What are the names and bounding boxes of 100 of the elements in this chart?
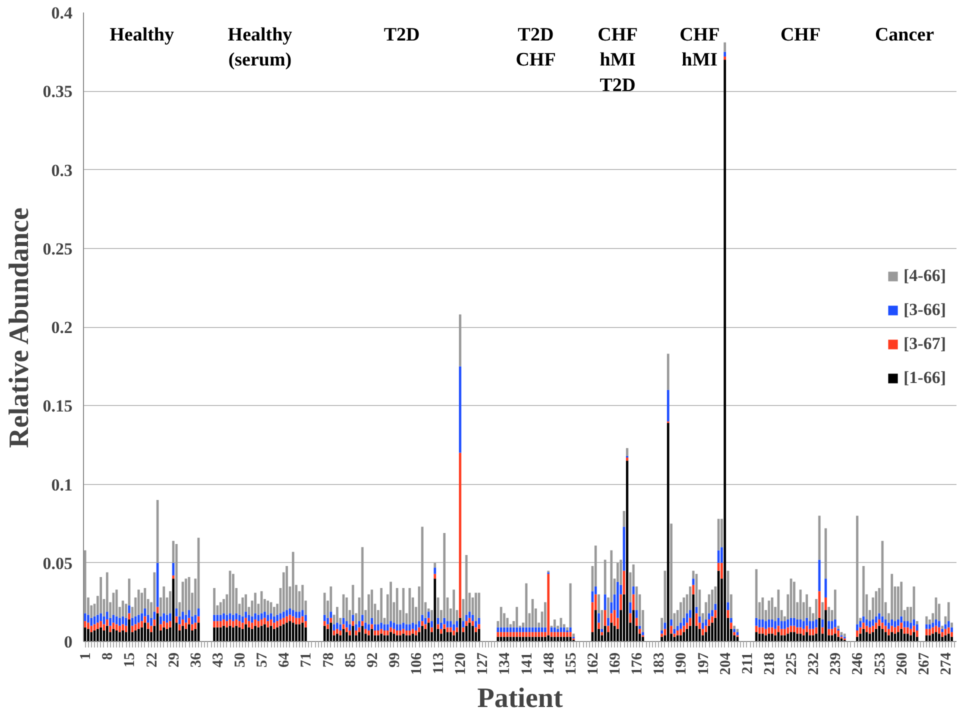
- bar: [272, 616, 276, 623]
- bar: [128, 619, 130, 642]
- bar: [96, 614, 99, 623]
- bar: [837, 626, 840, 629]
- x-tick-label: 183: [652, 652, 668, 675]
- bar: [257, 614, 260, 622]
- x-tick-label: 267: [916, 652, 932, 675]
- annotation: CHF hMI: [680, 24, 720, 71]
- bar: [298, 624, 301, 642]
- bar: [292, 552, 294, 610]
- x-tick-label: 22: [144, 652, 160, 668]
- bar: [472, 621, 474, 626]
- bar: [292, 622, 294, 642]
- bar: [818, 560, 821, 592]
- bar: [938, 621, 940, 628]
- bar: [626, 460, 628, 642]
- x-tick-label: 176: [630, 652, 646, 675]
- bar: [500, 606, 502, 628]
- bar: [364, 622, 367, 629]
- bar: [282, 612, 285, 618]
- bar: [96, 628, 99, 642]
- bar: [122, 624, 124, 630]
- bar: [928, 635, 931, 642]
- bar: [266, 600, 270, 615]
- bar: [408, 588, 411, 624]
- bar: [764, 635, 768, 642]
- bar: [818, 618, 821, 642]
- bar: [834, 634, 836, 642]
- bar: [730, 622, 732, 629]
- bar: [828, 621, 830, 629]
- bar: [254, 619, 256, 626]
- bar: [890, 632, 894, 642]
- bar: [90, 618, 93, 626]
- bar: [396, 635, 398, 642]
- bar: [336, 622, 338, 629]
- bar: [326, 624, 329, 629]
- bar: [168, 613, 172, 622]
- bar: [868, 627, 872, 634]
- bar: [361, 621, 364, 626]
- bar: [160, 616, 162, 624]
- x-tick-label: 169: [608, 652, 624, 675]
- bar: [818, 516, 821, 560]
- bar: [232, 614, 234, 622]
- bar: [150, 626, 152, 632]
- bar: [390, 627, 392, 632]
- bar: [402, 622, 405, 629]
- bar: [191, 624, 194, 630]
- bar: [458, 366, 462, 453]
- bar: [692, 594, 695, 642]
- bar: [553, 619, 556, 628]
- bar: [884, 619, 887, 626]
- bar: [184, 578, 188, 615]
- bar: [874, 628, 878, 642]
- bar: [616, 582, 619, 618]
- y-tick-label: 0.3: [51, 160, 72, 180]
- bar: [380, 634, 383, 642]
- bar: [874, 616, 878, 623]
- bar: [932, 634, 934, 642]
- bar: [506, 632, 509, 637]
- bar: [282, 618, 285, 624]
- bar: [708, 626, 710, 642]
- bar: [336, 634, 338, 642]
- bar: [720, 562, 723, 579]
- bar: [610, 613, 613, 623]
- x-tick-label: 50: [232, 652, 249, 668]
- bar: [472, 626, 474, 642]
- bar: [434, 568, 436, 574]
- bar: [295, 612, 298, 618]
- bar: [786, 627, 790, 634]
- bar: [786, 634, 790, 642]
- bar: [834, 590, 836, 620]
- bar: [254, 592, 256, 614]
- bar: [538, 632, 540, 637]
- bar: [345, 632, 348, 642]
- bar: [468, 618, 471, 623]
- bar: [910, 622, 912, 629]
- annotation: Healthy: [110, 24, 174, 46]
- bar: [122, 616, 124, 624]
- bar: [865, 632, 868, 642]
- bar: [188, 624, 190, 642]
- annotation: T2D CHF: [516, 24, 556, 71]
- bar: [610, 622, 613, 642]
- x-tick-label: 85: [342, 652, 359, 668]
- bar: [336, 628, 338, 634]
- bar: [512, 632, 515, 637]
- bar: [380, 622, 383, 629]
- bar: [676, 626, 679, 630]
- bar: [884, 626, 887, 632]
- bar: [566, 627, 568, 630]
- bar: [720, 547, 723, 563]
- bar: [604, 560, 606, 594]
- bar: [250, 616, 254, 623]
- bar: [784, 635, 786, 642]
- bar: [430, 610, 433, 622]
- bar: [856, 516, 858, 624]
- x-tick-label: 120: [453, 652, 470, 675]
- bar: [629, 602, 632, 614]
- bar: [115, 630, 118, 642]
- y-tick-label: 0.25: [42, 239, 72, 258]
- bar: [806, 594, 808, 618]
